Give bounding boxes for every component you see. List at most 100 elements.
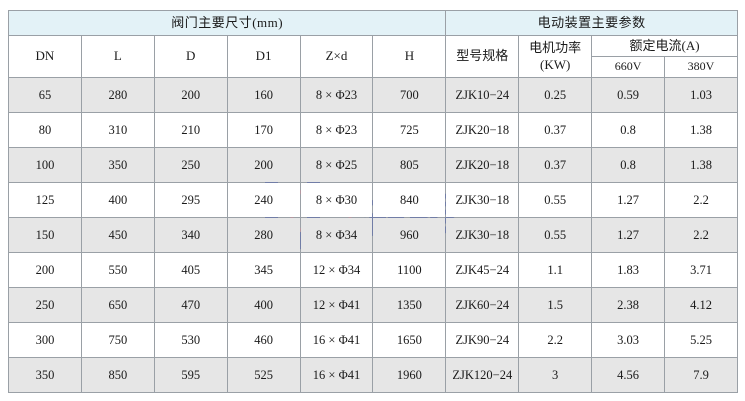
cell-v380: 1.38 (664, 147, 738, 183)
col-header-zxd: Z×d (299, 35, 374, 78)
col-header-d: D (153, 35, 228, 78)
cell-power: 0.37 (518, 112, 593, 148)
cell-h: 840 (372, 182, 447, 218)
cell-dn: 200 (8, 252, 82, 288)
table-row: 350 850 595 525 16 × Φ41 1960 ZJK120−24 3 4.56 7.… (8, 357, 738, 393)
cell-zxd: 16 × Φ41 (299, 357, 374, 393)
cell-h: 960 (372, 217, 447, 253)
cell-power: 0.25 (518, 77, 593, 113)
cell-v660: 0.8 (591, 112, 666, 148)
cell-v380: 3.71 (664, 252, 738, 288)
cell-l: 850 (80, 357, 155, 393)
cell-zxd: 12 × Φ34 (299, 252, 374, 288)
cell-d1: 525 (226, 357, 301, 393)
cell-h: 1960 (372, 357, 447, 393)
cell-model: ZJK20−18 (445, 147, 520, 183)
cell-zxd: 12 × Φ41 (299, 287, 374, 323)
cell-d: 295 (153, 182, 228, 218)
cell-d1: 460 (226, 322, 301, 358)
cell-zxd: 8 × Φ34 (299, 217, 374, 253)
cell-l: 650 (80, 287, 155, 323)
cell-d: 595 (153, 357, 228, 393)
cell-v380: 7.9 (664, 357, 738, 393)
cell-d1: 400 (226, 287, 301, 323)
col-header-l: L (80, 35, 155, 78)
cell-l: 350 (80, 147, 155, 183)
cell-dn: 100 (8, 147, 82, 183)
cell-model: ZJK10−24 (445, 77, 520, 113)
table-row: 125 400 295 240 8 × Φ30 840 ZJK30−18 0.55 1.27 2.… (8, 182, 738, 218)
cell-h: 700 (372, 77, 447, 113)
cell-model: ZJK45−24 (445, 252, 520, 288)
cell-v660: 3.03 (591, 322, 666, 358)
cell-model: ZJK120−24 (445, 357, 520, 393)
cell-v660: 1.27 (591, 182, 666, 218)
cell-power: 1.1 (518, 252, 593, 288)
cell-l: 450 (80, 217, 155, 253)
cell-model: ZJK30−18 (445, 182, 520, 218)
cell-v380: 1.03 (664, 77, 738, 113)
cell-zxd: 8 × Φ23 (299, 112, 374, 148)
cell-d: 470 (153, 287, 228, 323)
valve-spec-table: 阀门主要尺寸(mm) 电动装置主要参数 DN L D D1 Z×d H 型号规格… (7, 10, 738, 393)
cell-d: 210 (153, 112, 228, 148)
cell-v380: 2.2 (664, 182, 738, 218)
cell-v380: 5.25 (664, 322, 738, 358)
group-header-actuator-params: 电动装置主要参数 (445, 10, 738, 36)
cell-d1: 200 (226, 147, 301, 183)
cell-l: 550 (80, 252, 155, 288)
cell-model: ZJK30−18 (445, 217, 520, 253)
cell-power: 0.37 (518, 147, 593, 183)
table-row: 250 650 470 400 12 × Φ41 1350 ZJK60−24 1.5 2.38 4… (8, 287, 738, 323)
cell-h: 1350 (372, 287, 447, 323)
cell-d1: 280 (226, 217, 301, 253)
cell-h: 805 (372, 147, 447, 183)
table-head: 阀门主要尺寸(mm) 电动装置主要参数 DN L D D1 Z×d H 型号规格… (7, 10, 738, 78)
table-row: 65 280 200 160 8 × Φ23 700 ZJK10−24 0.25 0.59 1.0… (8, 77, 738, 113)
col-header-motor-power: 电机功率 (KW) (518, 35, 593, 78)
spec-table-container: 湖泉 阀门主要尺寸(mm) 电动装置主要参数 DN L D D1 Z×d H 型… (7, 10, 738, 393)
cell-model: ZJK90−24 (445, 322, 520, 358)
cell-model: ZJK20−18 (445, 112, 520, 148)
col-header-model: 型号规格 (445, 35, 520, 78)
cell-power: 0.55 (518, 182, 593, 218)
cell-h: 725 (372, 112, 447, 148)
motor-power-label-line2: (KW) (540, 56, 571, 72)
motor-power-label-line1: 电机功率 (529, 40, 582, 56)
cell-v380: 4.12 (664, 287, 738, 323)
table-row: 80 310 210 170 8 × Φ23 725 ZJK20−18 0.37 0.8 1.38 (8, 112, 738, 148)
cell-dn: 150 (8, 217, 82, 253)
cell-dn: 65 (8, 77, 82, 113)
col-header-h: H (372, 35, 447, 78)
cell-v380: 1.38 (664, 112, 738, 148)
cell-dn: 350 (8, 357, 82, 393)
cell-zxd: 8 × Φ23 (299, 77, 374, 113)
table-body: 65 280 200 160 8 × Φ23 700 ZJK10−24 0.25 0.59 1.0… (8, 77, 738, 393)
cell-v660: 0.59 (591, 77, 666, 113)
cell-d: 405 (153, 252, 228, 288)
cell-d1: 170 (226, 112, 301, 148)
cell-v660: 2.38 (591, 287, 666, 323)
cell-v660: 4.56 (591, 357, 666, 393)
table-row: 100 350 250 200 8 × Φ25 805 ZJK20−18 0.37 0.8 1.3… (8, 147, 738, 183)
cell-dn: 80 (8, 112, 82, 148)
col-header-380v: 380V (664, 56, 738, 78)
cell-model: ZJK60−24 (445, 287, 520, 323)
cell-d: 530 (153, 322, 228, 358)
cell-d1: 240 (226, 182, 301, 218)
col-header-dn: DN (8, 35, 82, 78)
cell-d1: 160 (226, 77, 301, 113)
table-row: 150 450 340 280 8 × Φ34 960 ZJK30−18 0.55 1.27 2.… (8, 217, 738, 253)
cell-v660: 0.8 (591, 147, 666, 183)
cell-v660: 1.27 (591, 217, 666, 253)
group-header-row: 阀门主要尺寸(mm) 电动装置主要参数 (7, 10, 738, 36)
cell-zxd: 8 × Φ25 (299, 147, 374, 183)
cell-h: 1100 (372, 252, 447, 288)
cell-h: 1650 (372, 322, 447, 358)
cell-d: 340 (153, 217, 228, 253)
cell-zxd: 8 × Φ30 (299, 182, 374, 218)
column-header-row: DN L D D1 Z×d H 型号规格 电机功率 (KW) 额定电流(A) (8, 35, 738, 78)
cell-l: 750 (80, 322, 155, 358)
cell-v660: 1.83 (591, 252, 666, 288)
group-header-valve-dimensions: 阀门主要尺寸(mm) (7, 10, 447, 36)
